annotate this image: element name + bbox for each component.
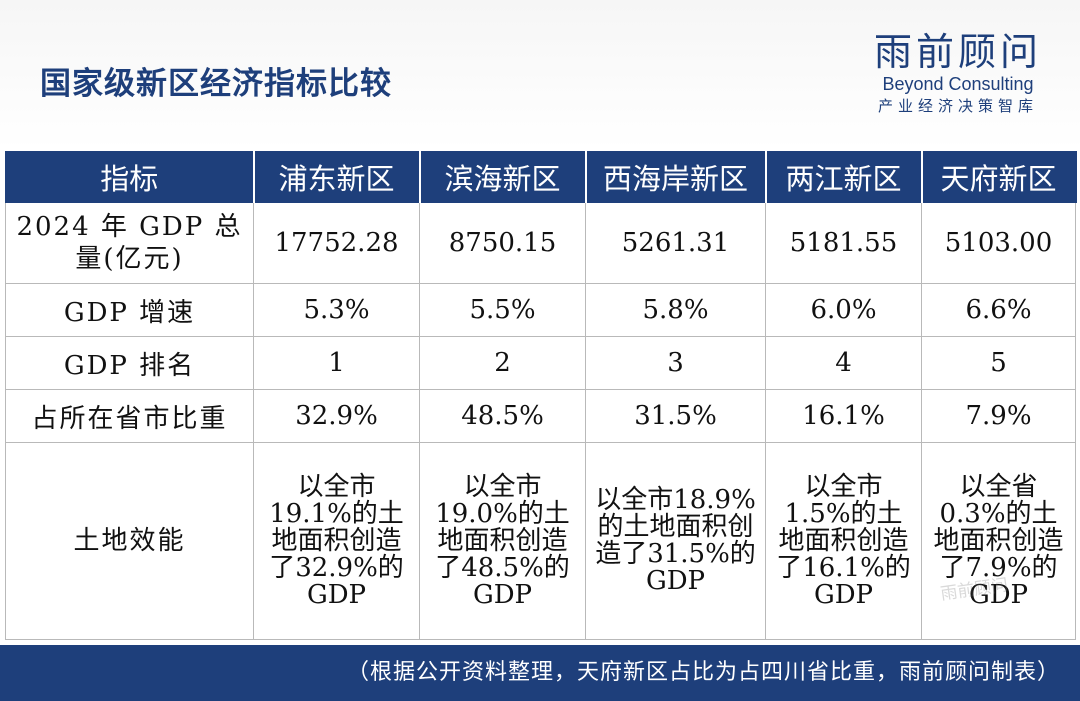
brand-logo: 雨前顾问 Beyond Consulting 产业经济决策智库 — [858, 30, 1058, 118]
table-cell: 以全市19.0%的土地面积创造了48.5%的GDP — [419, 442, 586, 640]
column-header-xihaian: 西海岸新区 — [585, 151, 767, 203]
cell-text: 以全市18.9%的土地面积创造了31.5%的GDP — [595, 485, 756, 596]
footer-note: （根据公开资料整理，天府新区占比为占四川省比重，雨前顾问制表） — [0, 645, 1080, 701]
table-cell: 5 — [921, 336, 1076, 390]
row-label: 占所在省市比重 — [5, 389, 254, 443]
table-cell: 以全市18.9%的土地面积创造了31.5%的GDP — [585, 442, 766, 640]
table-cell: 32.9% — [253, 389, 420, 443]
table-cell: 16.1% — [765, 389, 922, 443]
table-cell: 1 — [253, 336, 420, 390]
table-cell: 5103.00 — [921, 202, 1076, 284]
table-cell: 3 — [585, 336, 766, 390]
table-row: GDP 增速 5.3% 5.5% 5.8% 6.0% 6.6% — [5, 283, 1076, 337]
table-cell: 以全市1.5%的土地面积创造了16.1%的GDP — [765, 442, 922, 640]
cell-text: 以全市19.0%的土地面积创造了48.5%的GDP — [435, 471, 570, 610]
row-label: GDP 排名 — [5, 336, 254, 390]
table-cell: 31.5% — [585, 389, 766, 443]
table-row: GDP 排名 1 2 3 4 5 — [5, 336, 1076, 390]
table-cell: 6.0% — [765, 283, 922, 337]
table-cell: 6.6% — [921, 283, 1076, 337]
table-cell: 以全省0.3%的土地面积创造了7.9%的GDP — [921, 442, 1076, 640]
row-label: 2024 年 GDP 总量(亿元) — [5, 202, 254, 284]
table-cell: 5.3% — [253, 283, 420, 337]
table-cell: 5261.31 — [585, 202, 766, 284]
comparison-table: 指标 浦东新区 滨海新区 西海岸新区 两江新区 天府新区 2024 年 GDP … — [5, 151, 1077, 640]
table-header-row: 指标 浦东新区 滨海新区 西海岸新区 两江新区 天府新区 — [5, 151, 1077, 203]
cell-text: 以全市1.5%的土地面积创造了16.1%的GDP — [776, 471, 911, 610]
column-header-binhai: 滨海新区 — [419, 151, 587, 203]
column-header-pudong: 浦东新区 — [253, 151, 421, 203]
table-cell: 17752.28 — [253, 202, 420, 284]
brand-slogan: 产业经济决策智库 — [877, 97, 1038, 115]
page-title: 国家级新区经济指标比较 — [40, 66, 392, 102]
table-row: 占所在省市比重 32.9% 48.5% 31.5% 16.1% 7.9% — [5, 389, 1076, 443]
column-header-tianfu: 天府新区 — [921, 151, 1077, 203]
table-cell: 5.5% — [419, 283, 586, 337]
table-cell: 8750.15 — [419, 202, 586, 284]
brand-name-cn: 雨前顾问 — [873, 30, 1042, 74]
table-cell: 5181.55 — [765, 202, 922, 284]
table-cell: 5.8% — [585, 283, 766, 337]
table-row: 2024 年 GDP 总量(亿元) 17752.28 8750.15 5261.… — [5, 202, 1076, 284]
cell-text: 以全省0.3%的土地面积创造了7.9%的GDP — [933, 471, 1064, 610]
column-header-liangjiang: 两江新区 — [765, 151, 923, 203]
row-label: 土地效能 — [5, 442, 254, 640]
cell-text: 以全市19.1%的土地面积创造了32.9%的GDP — [269, 471, 404, 610]
column-header-indicator: 指标 — [5, 151, 255, 203]
table-cell: 2 — [419, 336, 586, 390]
table-cell: 48.5% — [419, 389, 586, 443]
table-cell: 以全市19.1%的土地面积创造了32.9%的GDP — [253, 442, 420, 640]
row-label: GDP 增速 — [5, 283, 254, 337]
table-row: 土地效能 以全市19.1%的土地面积创造了32.9%的GDP 以全市19.0%的… — [5, 442, 1076, 640]
table-cell: 4 — [765, 336, 922, 390]
brand-name-en: Beyond Consulting — [882, 74, 1034, 94]
table-cell: 7.9% — [921, 389, 1076, 443]
